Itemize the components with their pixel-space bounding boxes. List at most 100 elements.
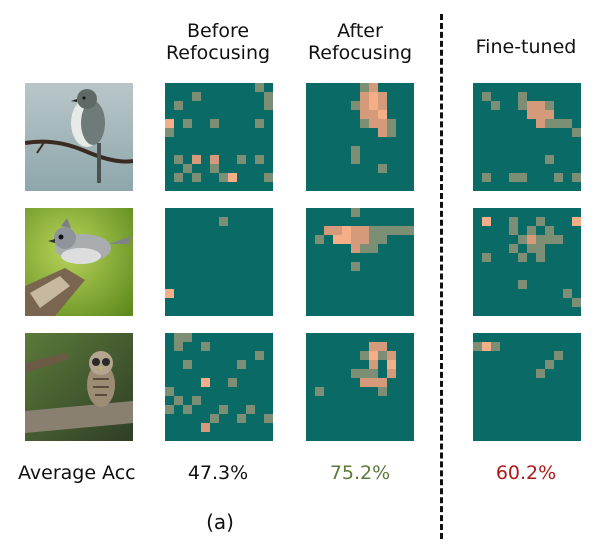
average-acc-label: Average Acc	[18, 462, 136, 484]
heatmap-cell	[387, 351, 396, 360]
heatmap-cell	[387, 369, 396, 378]
heatmap-cell	[351, 244, 360, 253]
heatmap-cell	[351, 262, 360, 271]
heatmap-cell	[264, 173, 273, 182]
heatmap-cell	[351, 208, 360, 217]
heatmap-cell	[509, 244, 518, 253]
heatmap-cell	[545, 235, 554, 244]
heatmap-canvas	[306, 333, 414, 441]
heatmap-canvas	[306, 83, 414, 191]
heatmap-cell	[192, 92, 201, 101]
heatmap-cell	[351, 155, 360, 164]
heatmap-cell	[518, 280, 527, 289]
heatmap-cell	[378, 351, 387, 360]
heatmap-cell	[324, 226, 333, 235]
heatmap-cell	[333, 235, 342, 244]
heatmap-cell	[572, 128, 581, 137]
heatmap-cell	[378, 110, 387, 119]
heatmap-cell	[536, 217, 545, 226]
heatmap-cell	[572, 298, 581, 307]
heatmap-cell	[360, 351, 369, 360]
header-after-line1: After	[337, 20, 383, 42]
heatmap-cell	[554, 351, 563, 360]
heatmap-cell	[378, 235, 387, 244]
heatmap-cell	[482, 253, 491, 262]
heatmap-cell	[246, 405, 255, 414]
heatmap-cell	[255, 83, 264, 92]
heatmap-cell	[360, 119, 369, 128]
heatmap-cell	[342, 226, 351, 235]
heatmap-cell	[369, 226, 378, 235]
heatmap-cell	[545, 155, 554, 164]
heatmap-cell	[201, 423, 210, 432]
heatmap-cell	[255, 119, 264, 128]
heatmap-cell	[545, 119, 554, 128]
heatmap-cell	[183, 333, 192, 342]
figure-caption: (a)	[206, 510, 234, 534]
heatmap-cell	[165, 387, 174, 396]
heatmap-cell	[315, 235, 324, 244]
heatmap-cell	[536, 244, 545, 253]
heatmap-before-row1	[165, 83, 273, 191]
heatmap-cell	[174, 333, 183, 342]
heatmap-cell	[518, 173, 527, 182]
heatmap-cell	[165, 289, 174, 298]
heatmap-cell	[554, 235, 563, 244]
heatmap-cell	[165, 119, 174, 128]
heatmap-cell	[369, 244, 378, 253]
heatmap-cell	[342, 235, 351, 244]
heatmap-cell	[369, 83, 378, 92]
heatmap-cell	[165, 128, 174, 137]
heatmap-cell	[351, 369, 360, 378]
heatmap-cell	[482, 92, 491, 101]
heatmap-cell	[360, 83, 369, 92]
heatmap-canvas	[473, 208, 581, 316]
heatmap-cell	[536, 110, 545, 119]
heatmap-cell	[255, 155, 264, 164]
heatmap-cell	[237, 155, 246, 164]
heatmap-cell	[255, 351, 264, 360]
heatmap-cell	[333, 226, 342, 235]
heatmap-cell	[210, 119, 219, 128]
heatmap-cell	[237, 360, 246, 369]
heatmap-cell	[378, 128, 387, 137]
heatmap-cell	[360, 369, 369, 378]
heatmap-cell	[237, 414, 246, 423]
heatmap-canvas	[473, 333, 581, 441]
heatmap-cell	[369, 342, 378, 351]
heatmap-cell	[572, 217, 581, 226]
header-finetuned-line1: Fine-tuned	[475, 36, 577, 58]
heatmap-cell	[536, 101, 545, 110]
heatmap-cell	[527, 235, 536, 244]
heatmap-cell	[491, 342, 500, 351]
heatmap-cell	[369, 110, 378, 119]
heatmap-cell	[201, 378, 210, 387]
heatmap-cell	[165, 405, 174, 414]
heatmap-cell	[387, 360, 396, 369]
acc-finetuned: 60.2%	[495, 462, 557, 484]
heatmap-finetuned-row2	[473, 208, 581, 316]
heatmap-cell	[509, 217, 518, 226]
heatmap-cell	[527, 244, 536, 253]
heatmap-cell	[473, 342, 482, 351]
heatmap-cell	[378, 119, 387, 128]
heatmap-cell	[545, 360, 554, 369]
heatmap-cell	[563, 289, 572, 298]
heatmap-cell	[369, 101, 378, 110]
heatmap-cell	[174, 173, 183, 182]
heatmap-cell	[378, 226, 387, 235]
heatmap-cell	[378, 101, 387, 110]
heatmap-cell	[405, 226, 414, 235]
heatmap-cell	[369, 92, 378, 101]
heatmap-cell	[219, 173, 228, 182]
heatmap-cell	[351, 235, 360, 244]
header-before-line1: Before	[186, 20, 250, 42]
heatmap-cell	[174, 396, 183, 405]
bird-photo-flycatcher	[25, 83, 133, 191]
heatmap-cell	[396, 226, 405, 235]
heatmap-cell	[174, 155, 183, 164]
heatmap-cell	[369, 235, 378, 244]
heatmap-cell	[201, 342, 210, 351]
heatmap-cell	[369, 119, 378, 128]
heatmap-cell	[518, 92, 527, 101]
